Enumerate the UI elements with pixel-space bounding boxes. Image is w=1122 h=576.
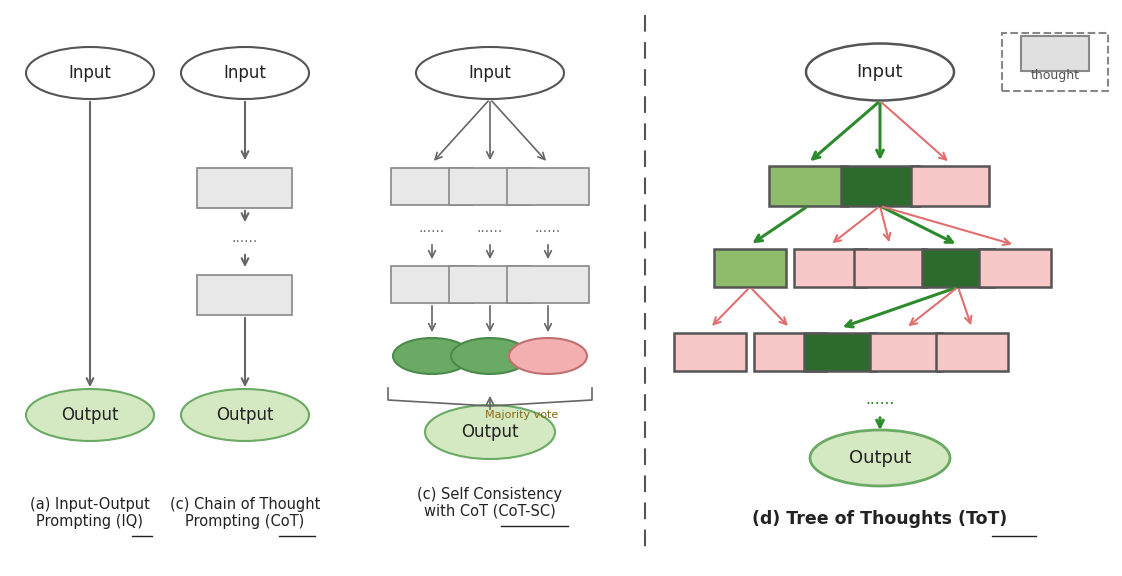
Text: Input: Input [68, 64, 111, 82]
Bar [842, 166, 919, 206]
Bar [911, 166, 988, 206]
Text: ......: ...... [232, 231, 258, 245]
Bar [1021, 36, 1089, 70]
Text: with CoT (CoT-SC): with CoT (CoT-SC) [424, 504, 555, 519]
Text: Output: Output [461, 423, 518, 441]
Bar [197, 275, 293, 315]
Text: (a) Input-Output: (a) Input-Output [30, 497, 150, 512]
Bar [197, 168, 293, 208]
Ellipse shape [26, 389, 154, 441]
Ellipse shape [26, 47, 154, 99]
Text: ......: ...... [865, 392, 894, 407]
Text: Prompting (IQ): Prompting (IQ) [37, 514, 144, 529]
Bar [507, 168, 589, 204]
Bar [769, 166, 847, 206]
Ellipse shape [451, 338, 528, 374]
Bar [390, 266, 473, 302]
Text: (c) Chain of Thought: (c) Chain of Thought [169, 497, 320, 512]
Bar [922, 249, 994, 287]
Bar [870, 333, 942, 371]
Bar [804, 333, 876, 371]
Text: Output: Output [849, 449, 911, 467]
Ellipse shape [416, 47, 564, 99]
Bar [794, 249, 866, 287]
Text: ......: ...... [535, 221, 561, 235]
Ellipse shape [425, 405, 555, 459]
Text: (d) Tree of Thoughts (ToT): (d) Tree of Thoughts (ToT) [753, 510, 1008, 528]
Text: Prompting (CoT): Prompting (CoT) [185, 514, 305, 529]
Bar [449, 168, 531, 204]
Bar [754, 333, 826, 371]
Bar [714, 249, 787, 287]
Text: Majority vote: Majority vote [486, 410, 559, 420]
Ellipse shape [810, 430, 950, 486]
Bar [980, 249, 1051, 287]
Text: Input: Input [469, 64, 512, 82]
Ellipse shape [509, 338, 587, 374]
Bar [449, 266, 531, 302]
Text: Output: Output [62, 406, 119, 424]
Bar [390, 168, 473, 204]
Bar [507, 266, 589, 302]
Text: (c) Self Consistency: (c) Self Consistency [417, 487, 562, 502]
Bar [936, 333, 1008, 371]
Ellipse shape [181, 47, 309, 99]
Text: Input: Input [857, 63, 903, 81]
Bar [854, 249, 926, 287]
Ellipse shape [181, 389, 309, 441]
Text: Output: Output [217, 406, 274, 424]
Bar [674, 333, 746, 371]
Text: ......: ...... [477, 221, 503, 235]
Ellipse shape [393, 338, 471, 374]
Ellipse shape [806, 44, 954, 100]
Text: Input: Input [223, 64, 266, 82]
Text: thought: thought [1030, 70, 1079, 82]
Text: ......: ...... [419, 221, 445, 235]
